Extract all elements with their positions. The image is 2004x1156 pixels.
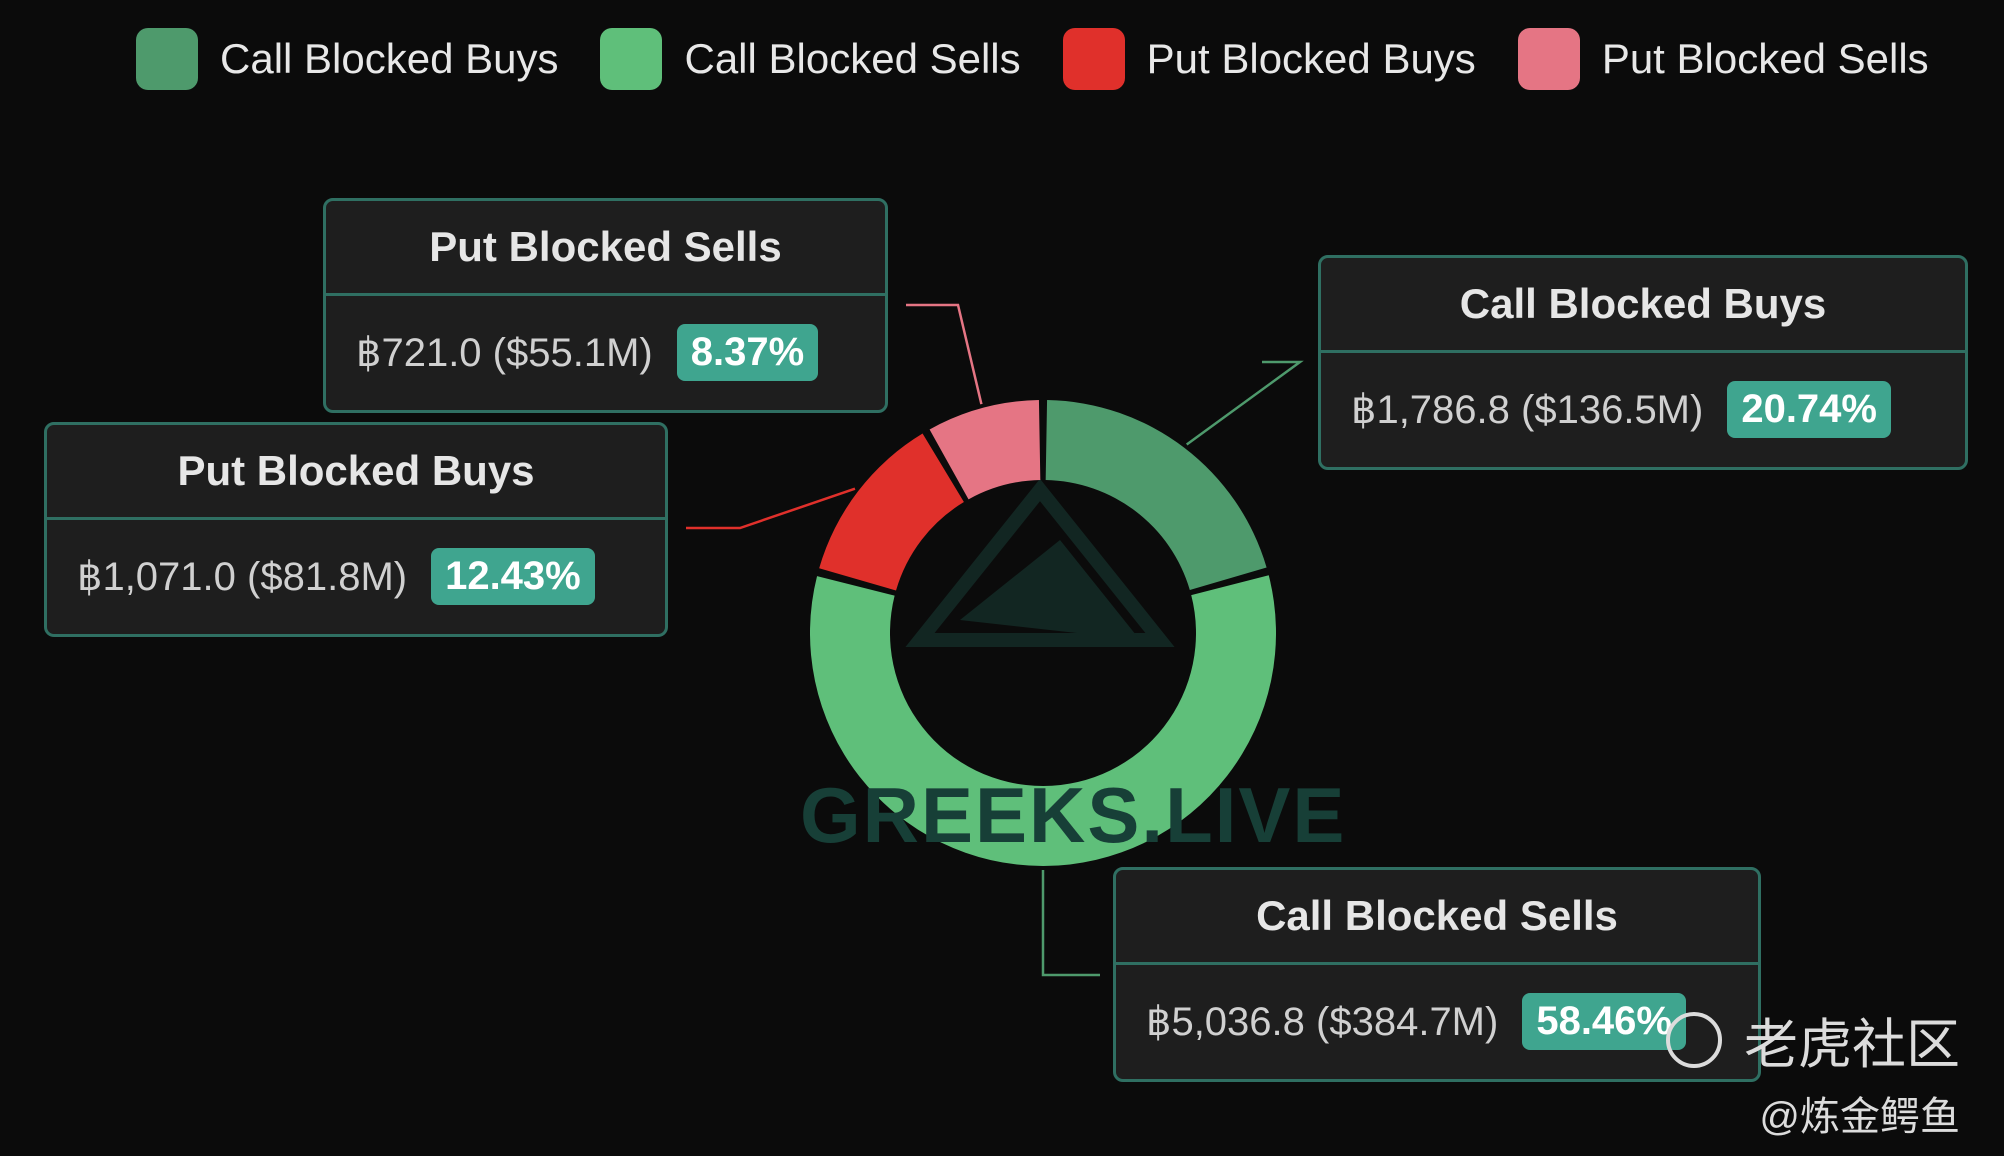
tooltip-percent-badge: 20.74%	[1727, 381, 1891, 438]
donut-slice-call-blocked-sells[interactable]	[810, 575, 1276, 866]
legend-swatch	[136, 28, 198, 90]
tooltip-value: ฿1,786.8 ($136.5M)	[1351, 387, 1704, 432]
legend-item-call-blocked-sells[interactable]: Call Blocked Sells	[600, 28, 1021, 90]
tiger-community-icon	[1666, 1011, 1722, 1068]
tooltip-title: Call Blocked Buys	[1321, 258, 1965, 353]
legend-label: Call Blocked Buys	[220, 35, 559, 82]
legend-swatch	[600, 28, 663, 90]
tooltip-put-blocked-buys: Put Blocked Buys ฿1,071.0 ($81.8M) 12.43…	[44, 422, 668, 637]
site-watermark: 老虎社区	[1666, 1000, 1960, 1079]
tooltip-title: Call Blocked Sells	[1116, 870, 1758, 965]
author-watermark: @炼金鳄鱼	[1759, 1095, 1960, 1139]
leader-line	[686, 487, 856, 530]
legend-swatch	[1517, 28, 1580, 90]
tooltip-percent-badge: 8.37%	[676, 324, 819, 381]
legend-label: Put Blocked Sells	[1601, 35, 1929, 82]
tooltip-value: ฿5,036.8 ($384.7M)	[1146, 999, 1499, 1044]
legend-item-put-blocked-sells[interactable]: Put Blocked Sells	[1517, 28, 1929, 90]
donut-slice-put-blocked-buys[interactable]	[819, 433, 964, 591]
site-watermark-text: 老虎社区	[1744, 1015, 1960, 1075]
tooltip-title: Put Blocked Buys	[47, 425, 665, 520]
tooltip-percent-badge: 12.43%	[431, 548, 595, 605]
legend-item-call-blocked-buys[interactable]: Call Blocked Buys	[136, 28, 558, 90]
legend-swatch	[1062, 28, 1125, 90]
tooltip-value: ฿1,071.0 ($81.8M)	[77, 554, 408, 599]
tooltip-put-blocked-sells: Put Blocked Sells ฿721.0 ($55.1M) 8.37%	[323, 198, 888, 413]
chart-legend: Call Blocked Buys Call Blocked Sells Put…	[136, 28, 1971, 90]
tooltip-percent-badge: 58.46%	[1522, 993, 1686, 1050]
legend-label: Put Blocked Buys	[1146, 35, 1476, 82]
tooltip-call-blocked-sells: Call Blocked Sells ฿5,036.8 ($384.7M) 58…	[1113, 867, 1761, 1082]
greeks-live-watermark: GREEKS.LIVE	[800, 771, 1347, 859]
leader-line	[906, 303, 983, 405]
donut-slice-call-blocked-buys[interactable]	[1045, 400, 1267, 590]
leader-line	[1185, 360, 1304, 446]
tooltip-title: Put Blocked Sells	[326, 201, 885, 296]
tooltip-value: ฿721.0 ($55.1M)	[356, 330, 653, 375]
legend-item-put-blocked-buys[interactable]: Put Blocked Buys	[1062, 28, 1476, 90]
donut-slice-put-blocked-sells[interactable]	[929, 400, 1041, 500]
greeks-logo-icon	[905, 478, 1175, 647]
tooltip-call-blocked-buys: Call Blocked Buys ฿1,786.8 ($136.5M) 20.…	[1318, 255, 1968, 470]
legend-label: Call Blocked Sells	[684, 35, 1021, 82]
leader-line	[1041, 870, 1100, 977]
leader-lines	[686, 303, 1304, 977]
